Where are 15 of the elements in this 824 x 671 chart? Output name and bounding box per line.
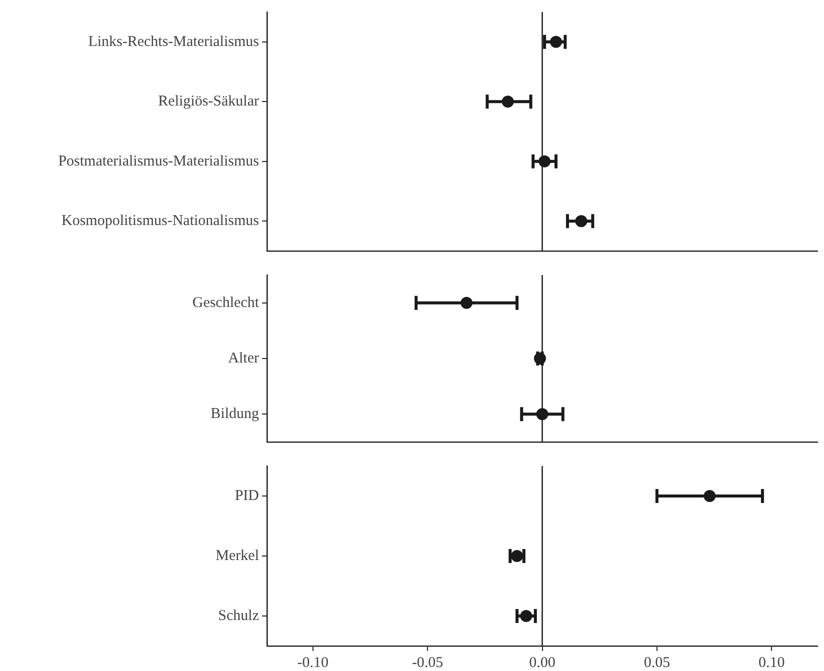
y-tick-label: Kosmopolitismus-Nationalismus <box>61 213 260 230</box>
y-tick-label: Links-Rechts-Materialismus <box>88 34 260 50</box>
y-tick-label: Religiös-Säkular <box>158 94 259 110</box>
y-tick-label: Bildung <box>210 406 260 422</box>
y-tick-label: PID <box>234 488 260 504</box>
y-tick-label: Geschlecht <box>192 294 260 311</box>
y-tick-label: Schulz <box>218 608 260 624</box>
x-tick-label: 0.05 <box>644 654 670 671</box>
x-tick-label: -0.10 <box>297 654 328 671</box>
x-tick-label: 0.10 <box>758 654 785 671</box>
x-tick-label: 0.00 <box>529 654 556 671</box>
y-tick-label: Postmaterialismus-Materialismus <box>58 153 260 170</box>
x-tick-label: -0.05 <box>412 654 444 671</box>
y-tick-label: Merkel <box>216 548 259 564</box>
y-tick-label: Alter <box>228 350 259 366</box>
